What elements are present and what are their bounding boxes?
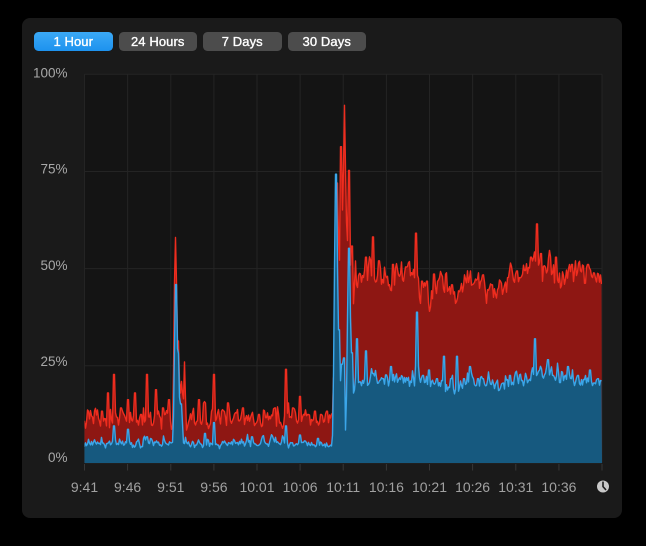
svg-text:10:36: 10:36: [541, 479, 576, 495]
svg-text:10:01: 10:01: [239, 479, 274, 495]
svg-text:75%: 75%: [40, 162, 67, 177]
svg-text:10:26: 10:26: [455, 479, 490, 495]
svg-text:0%: 0%: [48, 450, 68, 465]
svg-text:10:21: 10:21: [412, 479, 447, 495]
svg-text:100%: 100%: [33, 66, 68, 81]
svg-text:9:41: 9:41: [71, 479, 98, 495]
svg-text:50%: 50%: [40, 258, 67, 273]
svg-text:10:06: 10:06: [283, 479, 318, 495]
svg-text:25%: 25%: [40, 354, 67, 369]
svg-text:10:31: 10:31: [498, 479, 533, 495]
svg-text:9:56: 9:56: [200, 479, 227, 495]
svg-text:10:11: 10:11: [326, 479, 360, 495]
svg-text:9:51: 9:51: [157, 479, 184, 495]
svg-text:10:16: 10:16: [369, 479, 404, 495]
svg-text:9:46: 9:46: [114, 479, 141, 495]
